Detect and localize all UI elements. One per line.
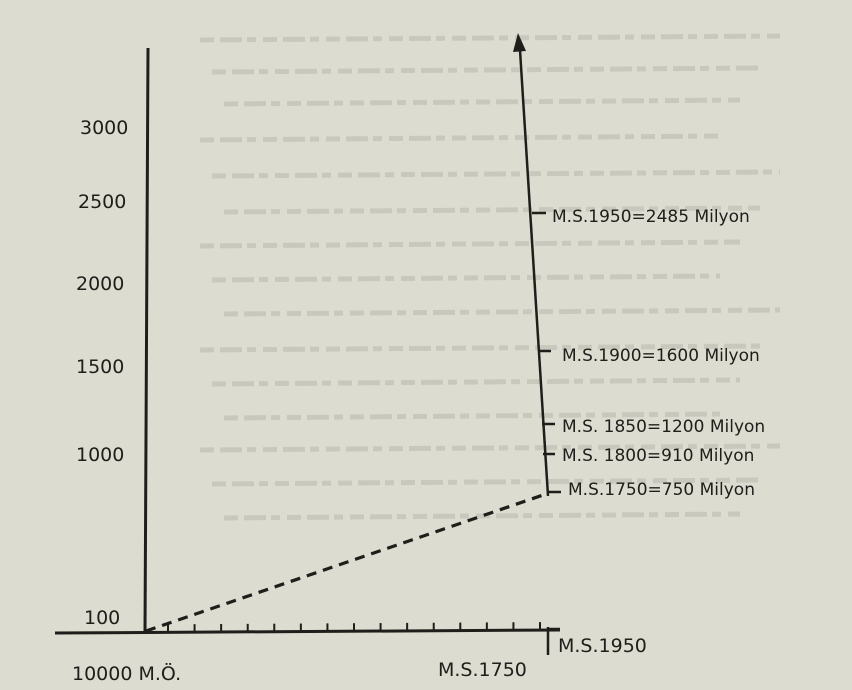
y-tick-label: 1000 — [76, 444, 124, 466]
x-start-label: 10000 M.Ö. — [72, 662, 181, 685]
bleed-line — [211, 65, 761, 75]
bleed-line — [223, 411, 721, 421]
x-axis — [54, 628, 561, 635]
bleed-line — [199, 443, 781, 453]
annotation-label: M.S. 1850=1200 Milyon — [562, 417, 765, 437]
x-axis-ticks — [167, 622, 541, 633]
y-tick-label: 1500 — [76, 356, 124, 378]
bleed-line — [223, 205, 761, 215]
annotation-label: M.S.1950=2485 Milyon — [552, 207, 750, 227]
y-tick-labels: 3000 2500 2000 1500 1000 100 — [76, 117, 128, 629]
bleed-line — [223, 97, 741, 107]
bleed-line — [223, 511, 741, 521]
bleed-line — [211, 477, 761, 487]
bleed-line — [211, 169, 781, 179]
right-axis — [518, 49, 550, 497]
x-mid-label: M.S.1750 — [438, 659, 527, 681]
x-end-label: M.S.1950 — [558, 635, 647, 657]
annotation-label: M.S.1900=1600 Milyon — [562, 346, 760, 366]
y-tick-label: 3000 — [80, 117, 128, 139]
annotation-label: M.S.1750=750 Milyon — [568, 480, 755, 500]
bleed-line — [199, 239, 741, 249]
bleed-line — [199, 33, 781, 43]
annotations: M.S.1950=2485 Milyon M.S.1900=1600 Milyo… — [532, 207, 765, 500]
y-tick-label: 100 — [84, 607, 120, 629]
annotation-label: M.S. 1800=910 Milyon — [562, 446, 754, 466]
bleed-line — [223, 307, 781, 317]
arrow-head-icon — [513, 33, 526, 52]
bleed-line — [211, 377, 741, 387]
y-tick-label: 2000 — [76, 273, 124, 295]
bleed-through-text — [199, 33, 781, 521]
y-axis — [143, 47, 150, 633]
bleed-line — [211, 273, 721, 283]
bleed-line — [199, 133, 721, 143]
bleed-line — [199, 343, 761, 353]
series-dashed-line — [145, 492, 547, 633]
y-tick-label: 2500 — [78, 191, 126, 213]
